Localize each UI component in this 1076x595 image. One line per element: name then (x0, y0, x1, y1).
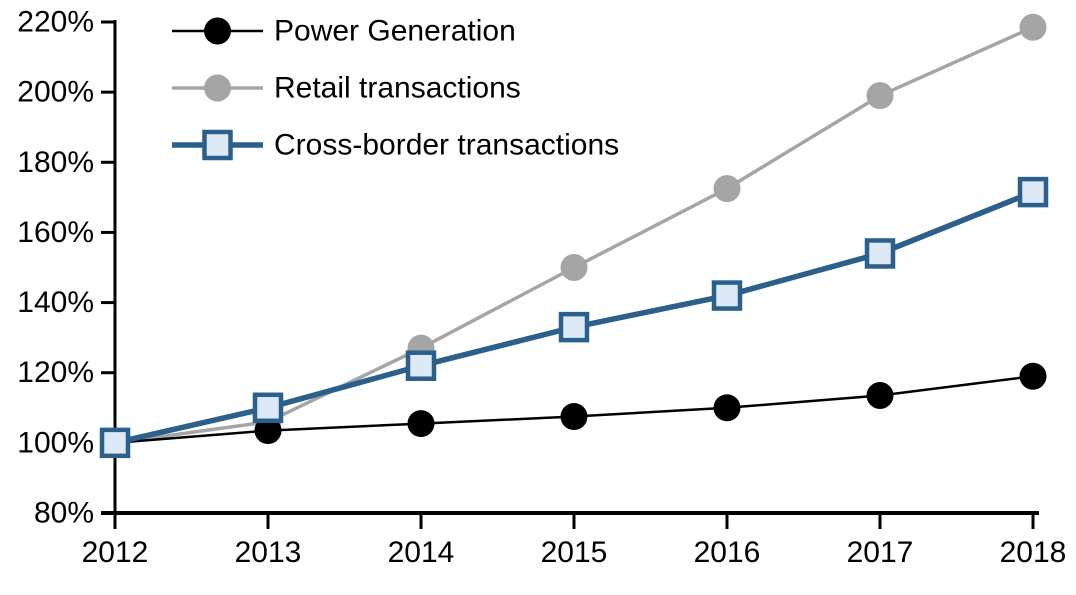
legend-item: Retail transactions (172, 72, 521, 105)
x-tick-label: 2013 (235, 536, 302, 569)
data-point-marker (405, 350, 437, 381)
y-tick-group: 80% 100% 120% 140% 160% 180% 200% 220% (17, 6, 115, 530)
legend-label: Retail transactions (274, 72, 521, 105)
data-point-marker (254, 417, 282, 445)
data-point-marker (866, 382, 894, 410)
x-tick-label: 2016 (694, 536, 761, 569)
y-tick-label: 180% (17, 146, 94, 179)
data-point-marker (407, 410, 435, 438)
legend-marker (204, 17, 231, 45)
y-tick-label: 100% (17, 426, 94, 459)
data-point-marker (99, 427, 131, 459)
y-tick-label: 160% (17, 216, 94, 249)
data-point-marker (560, 403, 588, 431)
data-point-marker (713, 175, 741, 203)
data-point-marker (560, 254, 588, 282)
y-tick-label: 120% (17, 356, 94, 389)
x-tick-label: 2012 (82, 536, 149, 569)
data-point-marker (711, 280, 743, 311)
x-tick-label: 2017 (847, 536, 914, 569)
series-cross-border-transactions (99, 176, 1049, 459)
data-point-marker (558, 311, 590, 343)
legend-item: Cross-border transactions (172, 129, 619, 162)
data-point-marker (713, 394, 741, 422)
legend-label: Cross-border transactions (274, 129, 619, 162)
y-tick-label: 200% (17, 76, 94, 109)
y-tick-label: 220% (17, 6, 94, 39)
data-point-marker (1019, 13, 1047, 41)
data-point-marker (1019, 362, 1047, 390)
x-tick-label: 2014 (388, 536, 455, 569)
data-point-marker (1017, 176, 1049, 208)
y-tick-label: 140% (17, 286, 94, 319)
x-tick-label: 2018 (1000, 536, 1067, 569)
data-point-marker (864, 238, 896, 269)
legend: Power Generation Retail transactions Cross… (172, 15, 619, 162)
legend-label: Power Generation (274, 15, 516, 48)
legend-marker (204, 74, 231, 102)
data-point-marker (252, 392, 284, 424)
x-tick-group: 2012 2013 2014 2015 2016 2017 2018 (82, 513, 1067, 569)
legend-marker (202, 129, 233, 161)
data-point-marker (866, 82, 894, 110)
y-tick-label: 80% (34, 497, 94, 530)
x-tick-label: 2015 (541, 536, 608, 569)
legend-item: Power Generation (172, 15, 516, 48)
